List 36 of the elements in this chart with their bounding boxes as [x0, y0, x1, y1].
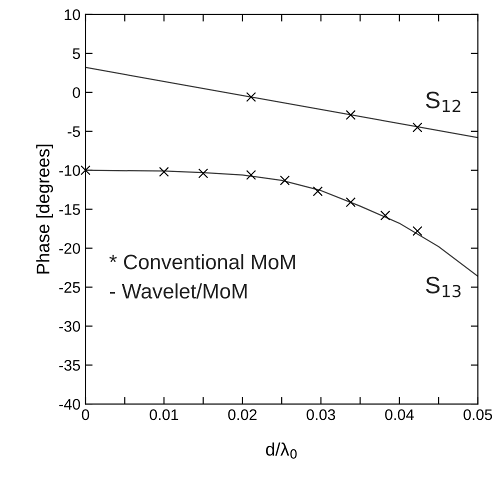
- point: [246, 92, 256, 102]
- y-tick-label: -40: [59, 398, 80, 410]
- line-series: [86, 170, 478, 277]
- point: [198, 168, 208, 178]
- y-tick-label: -20: [59, 243, 80, 254]
- y-tick-label: -5: [68, 126, 80, 137]
- annotation: S$_{12}$: [426, 92, 460, 112]
- point: [412, 122, 422, 132]
- y-axis-title: Phase [degrees]: [36, 144, 54, 274]
- x-tick-label: 0.04: [385, 409, 414, 420]
- x-tick-label: 0.03: [306, 409, 336, 420]
- point: [80, 165, 90, 176]
- y-tick-label: -25: [59, 282, 80, 293]
- y-tick-label: 5: [72, 48, 80, 60]
- x-tick-label: 0.01: [150, 409, 178, 420]
- y-tick-label: -15: [59, 204, 80, 215]
- x-tick-label: 0.02: [228, 409, 257, 420]
- point: [246, 170, 256, 180]
- point: [412, 226, 422, 236]
- point: [280, 175, 290, 186]
- point: [312, 186, 323, 196]
- x-tick-label: 0: [82, 409, 90, 420]
- y-tick-label: -35: [59, 360, 80, 371]
- x-tick-label: 0.05: [464, 409, 492, 420]
- point: [346, 110, 356, 120]
- y-tick-label: -10: [59, 165, 80, 176]
- y-tick-label: 0: [72, 87, 80, 98]
- y-tick-label: 10: [64, 9, 80, 20]
- point: [380, 210, 390, 220]
- annotation: S$_{13}$: [426, 276, 461, 298]
- y-tick-label: -30: [59, 320, 80, 332]
- annotation: * Conventional MoM: [109, 254, 295, 270]
- point: [346, 197, 356, 208]
- x-axis-title: d/λ$_{0}$: [266, 442, 297, 459]
- point: [159, 166, 169, 177]
- annotation: - Wavelet/MoM: [110, 283, 247, 299]
